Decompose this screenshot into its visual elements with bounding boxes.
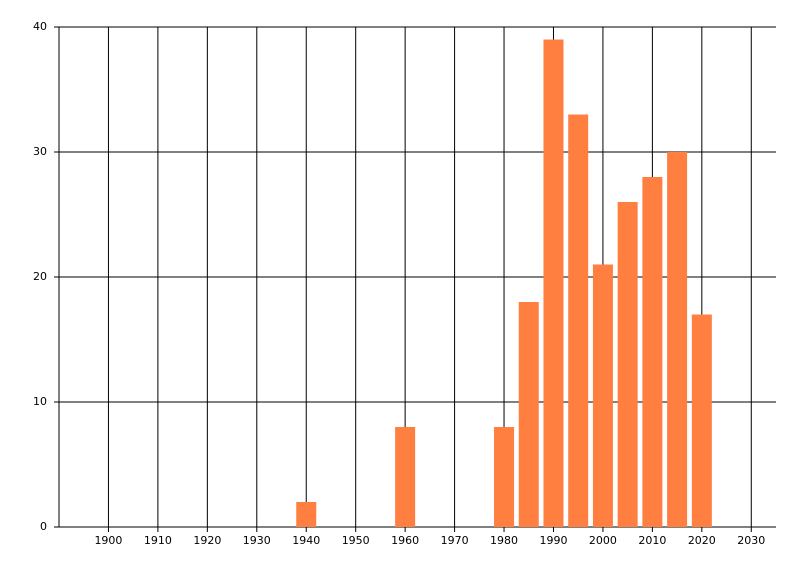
y-tick-label: 30 — [33, 145, 47, 158]
x-tick-label: 1990 — [539, 534, 567, 547]
x-tick-label: 2030 — [737, 534, 765, 547]
x-tick-label: 2000 — [589, 534, 617, 547]
bar — [395, 427, 416, 527]
bar — [518, 302, 539, 527]
bar — [296, 502, 317, 527]
x-tick-label: 1920 — [193, 534, 221, 547]
bar — [617, 202, 638, 527]
bar — [543, 39, 564, 527]
x-tick-label: 1940 — [292, 534, 320, 547]
bar — [592, 264, 613, 527]
x-tick-label: 2020 — [688, 534, 716, 547]
y-tick-label: 20 — [33, 270, 47, 283]
x-tick-label: 1960 — [391, 534, 419, 547]
bar — [667, 152, 688, 527]
bar — [494, 427, 515, 527]
x-tick-label: 1930 — [243, 534, 271, 547]
x-tick-label: 1910 — [144, 534, 172, 547]
y-tick-label: 40 — [33, 20, 47, 33]
x-tick-label: 1980 — [490, 534, 518, 547]
x-tick-label: 1900 — [94, 534, 122, 547]
bar — [642, 177, 663, 527]
x-tick-label: 2010 — [638, 534, 666, 547]
y-tick-label: 0 — [40, 520, 47, 533]
x-tick-label: 1970 — [441, 534, 469, 547]
x-tick-label: 1950 — [342, 534, 370, 547]
y-tick-label: 10 — [33, 395, 47, 408]
bar — [691, 314, 712, 527]
bar — [568, 114, 589, 527]
